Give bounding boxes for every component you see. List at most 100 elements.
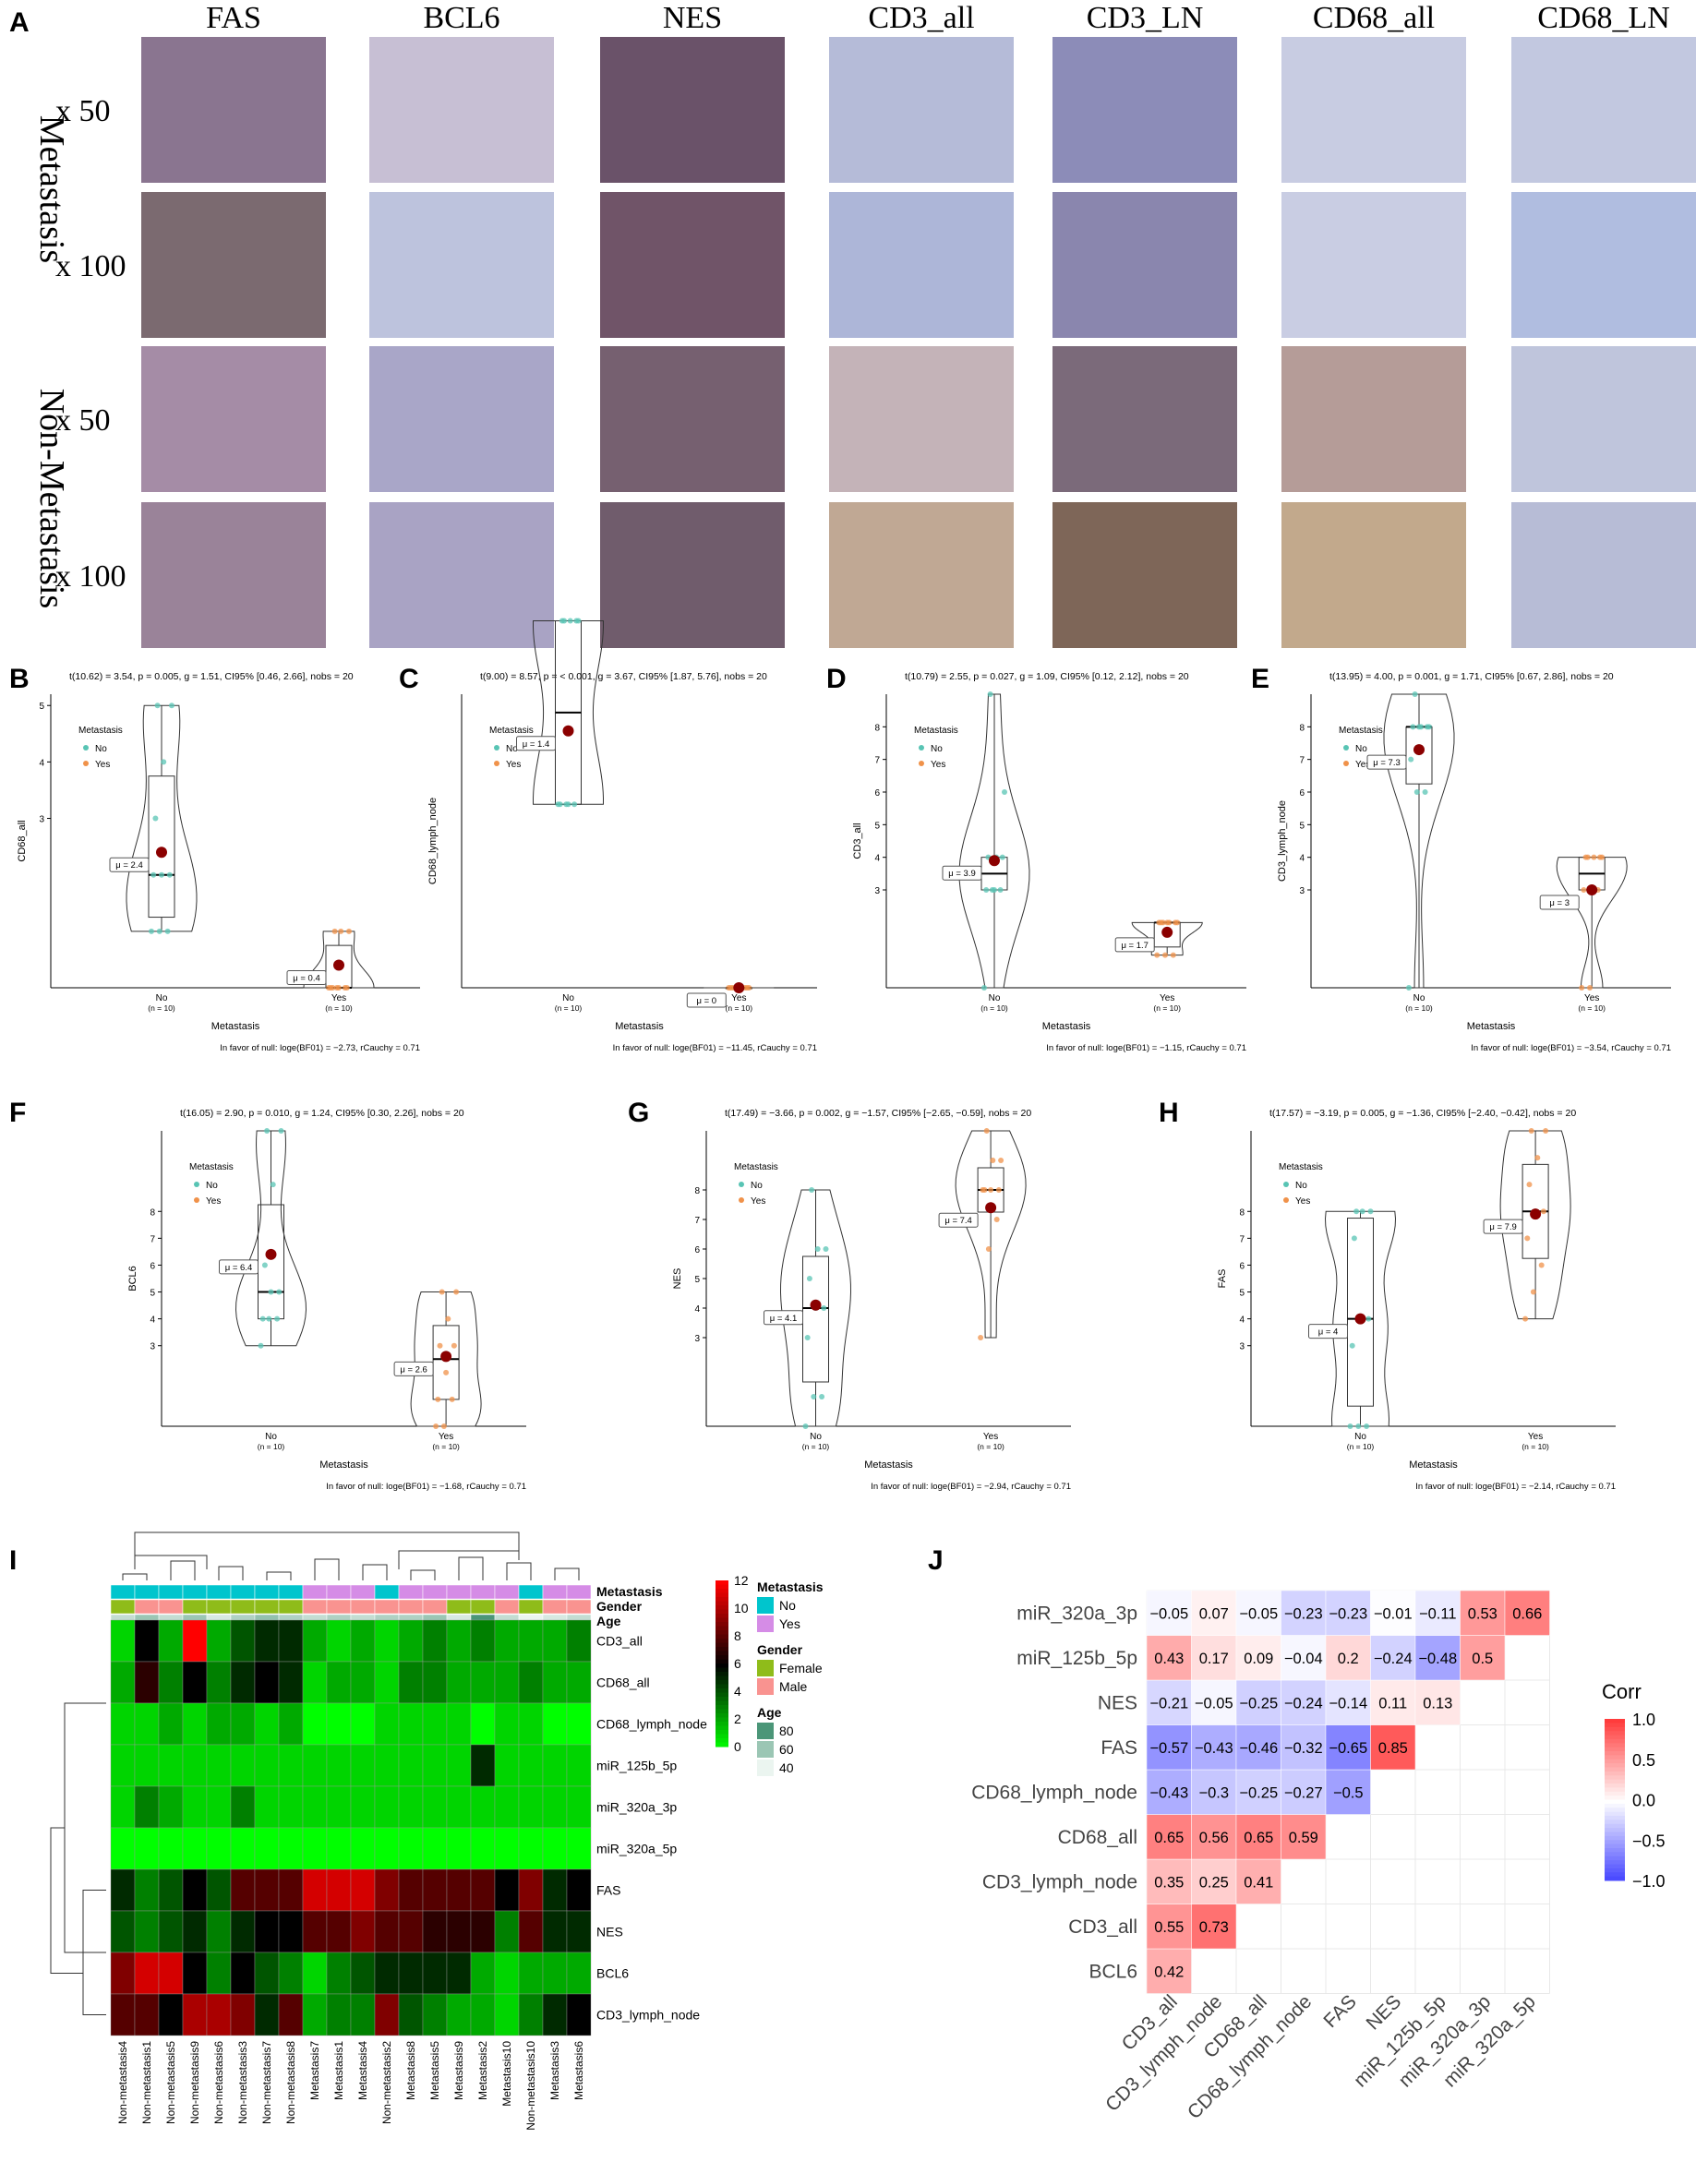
magnification-label: x 50 (55, 94, 111, 128)
legend-title: Metastasis (734, 1162, 778, 1172)
micrograph-tile-cd3-all-4 (829, 502, 1014, 648)
heatmap-cell (470, 1910, 496, 1953)
heatmap-cell (374, 1952, 400, 1995)
legend-label-yes: Yes (1295, 1196, 1310, 1207)
heatmap-cell (110, 1619, 136, 1663)
mean-point (733, 982, 745, 993)
legend-gradient-step (1605, 1775, 1625, 1781)
heatmap-cell (350, 1661, 376, 1704)
annotation-legend-label: Male (779, 1679, 808, 1694)
mean-label: μ = 3 (1549, 898, 1570, 908)
legend-tick: 0.5 (1632, 1751, 1655, 1770)
heatmap-cell (326, 1619, 352, 1663)
data-point (1413, 789, 1420, 795)
data-point (819, 1394, 825, 1399)
legend-title: Metastasis (1279, 1162, 1323, 1172)
legend-gradient-step (716, 1672, 728, 1676)
micrograph-tile-cd68-all-3 (1281, 346, 1466, 492)
column-label: Metastasis1 (332, 2041, 345, 2100)
heatmap-cell (470, 1785, 496, 1829)
heatmap-legend: 0 2 4 6 8 10 12 Metastasis No Yes Gender Female Male… (716, 1573, 824, 1776)
dendrogram-branch (362, 1564, 388, 1580)
corr-value: −0.43 (1149, 1784, 1188, 1801)
y-tick-label: 4 (1299, 854, 1305, 864)
mean-label-box (764, 1310, 803, 1326)
micrograph-tile-cd3-all-2 (829, 192, 1014, 338)
corr-cell (1235, 1679, 1281, 1725)
annotation-cell-metastasis (326, 1584, 352, 1600)
corr-value: −0.23 (1329, 1605, 1367, 1622)
heatmap-cell (158, 1619, 184, 1663)
mean-label: μ = 4.1 (770, 1314, 798, 1324)
y-tick-label: 3 (874, 886, 880, 896)
micrograph-tile-cd68-ln-4 (1511, 502, 1696, 648)
heatmap-cell (206, 1993, 232, 2036)
corr-value: −0.32 (1284, 1740, 1323, 1757)
heatmap-cell (230, 1702, 256, 1746)
annotation-cell-gender (158, 1599, 184, 1615)
heatmap-cell (350, 1785, 376, 1829)
data-point (274, 1315, 281, 1322)
heatmap-cell (398, 1910, 424, 1953)
legend-gradient-step (1605, 1856, 1625, 1861)
corr-value: 0.56 (1199, 1830, 1229, 1846)
mean-label: μ = 7.9 (1489, 1222, 1517, 1232)
heatmap-cell (518, 1868, 544, 1912)
x-count-label: (n = 10) (1522, 1442, 1549, 1451)
dendrogram-branch (554, 1567, 580, 1580)
heatmap-cell (206, 1868, 232, 1912)
corr-cell (1235, 1635, 1281, 1681)
y-tick-label: 4 (39, 758, 44, 768)
row-dendrogram (50, 1702, 106, 2015)
data-point (1154, 952, 1161, 958)
data-point (1528, 1128, 1534, 1134)
mean-point (810, 1299, 822, 1311)
heatmap-cell (278, 1744, 304, 1787)
heatmap-cell (566, 1702, 592, 1746)
column-label: Non-metastasis3 (236, 2041, 249, 2124)
data-point (1591, 854, 1597, 860)
heatmap-cell (566, 1661, 592, 1704)
legend-title: Corr (1602, 1680, 1642, 1703)
heatmap-cell (230, 1744, 256, 1787)
row-label-mir-320a-3p: miR_320a_3p (596, 1800, 677, 1815)
corr-cell (1146, 1814, 1192, 1860)
legend-gradient-step (1605, 1796, 1625, 1800)
heatmap-cell (254, 1744, 280, 1787)
mean-point (1413, 744, 1425, 756)
legend-gradient-step (716, 1589, 728, 1593)
corr-value: 0.5 (1472, 1651, 1493, 1667)
box-no (258, 1204, 284, 1320)
legend-gradient-step (716, 1738, 728, 1743)
legend-swatch-no (194, 1182, 199, 1187)
heatmap-cell (494, 1702, 520, 1746)
x-tick-label: No (810, 1432, 822, 1442)
annotation-cell-gender (350, 1599, 376, 1615)
corr-value: −0.46 (1239, 1740, 1278, 1757)
column-label: Metastasis6 (572, 2041, 585, 2100)
x-axis-title: Metastasis (864, 1459, 913, 1471)
data-point (567, 618, 573, 624)
mean-point (156, 847, 167, 859)
y-tick-label: 8 (1299, 723, 1305, 733)
heatmap-cell (374, 1744, 400, 1787)
legend-label-yes: Yes (1355, 760, 1370, 770)
annotation-cell-metastasis (230, 1584, 256, 1600)
annotation-legend-swatch (757, 1723, 774, 1739)
column-label: Metastasis10 (500, 2041, 513, 2107)
heatmap-cell (542, 1785, 568, 1829)
data-point (802, 1423, 809, 1429)
data-point (1351, 1235, 1357, 1242)
mean-point (1586, 884, 1598, 895)
heatmap-cell (494, 1661, 520, 1704)
annotation-cell-metastasis (182, 1584, 208, 1600)
corr-cell (1146, 1590, 1192, 1636)
legend-gradient-step (1605, 1803, 1625, 1808)
legend-label-no: No (1355, 744, 1367, 754)
micrograph-tile-bcl6-3 (369, 346, 554, 492)
data-point (156, 928, 162, 934)
annotation-cell-gender (254, 1599, 280, 1615)
annotation-label-gender: Gender (596, 1599, 643, 1614)
data-point (997, 887, 1004, 893)
corr-value: 0.09 (1244, 1651, 1273, 1667)
